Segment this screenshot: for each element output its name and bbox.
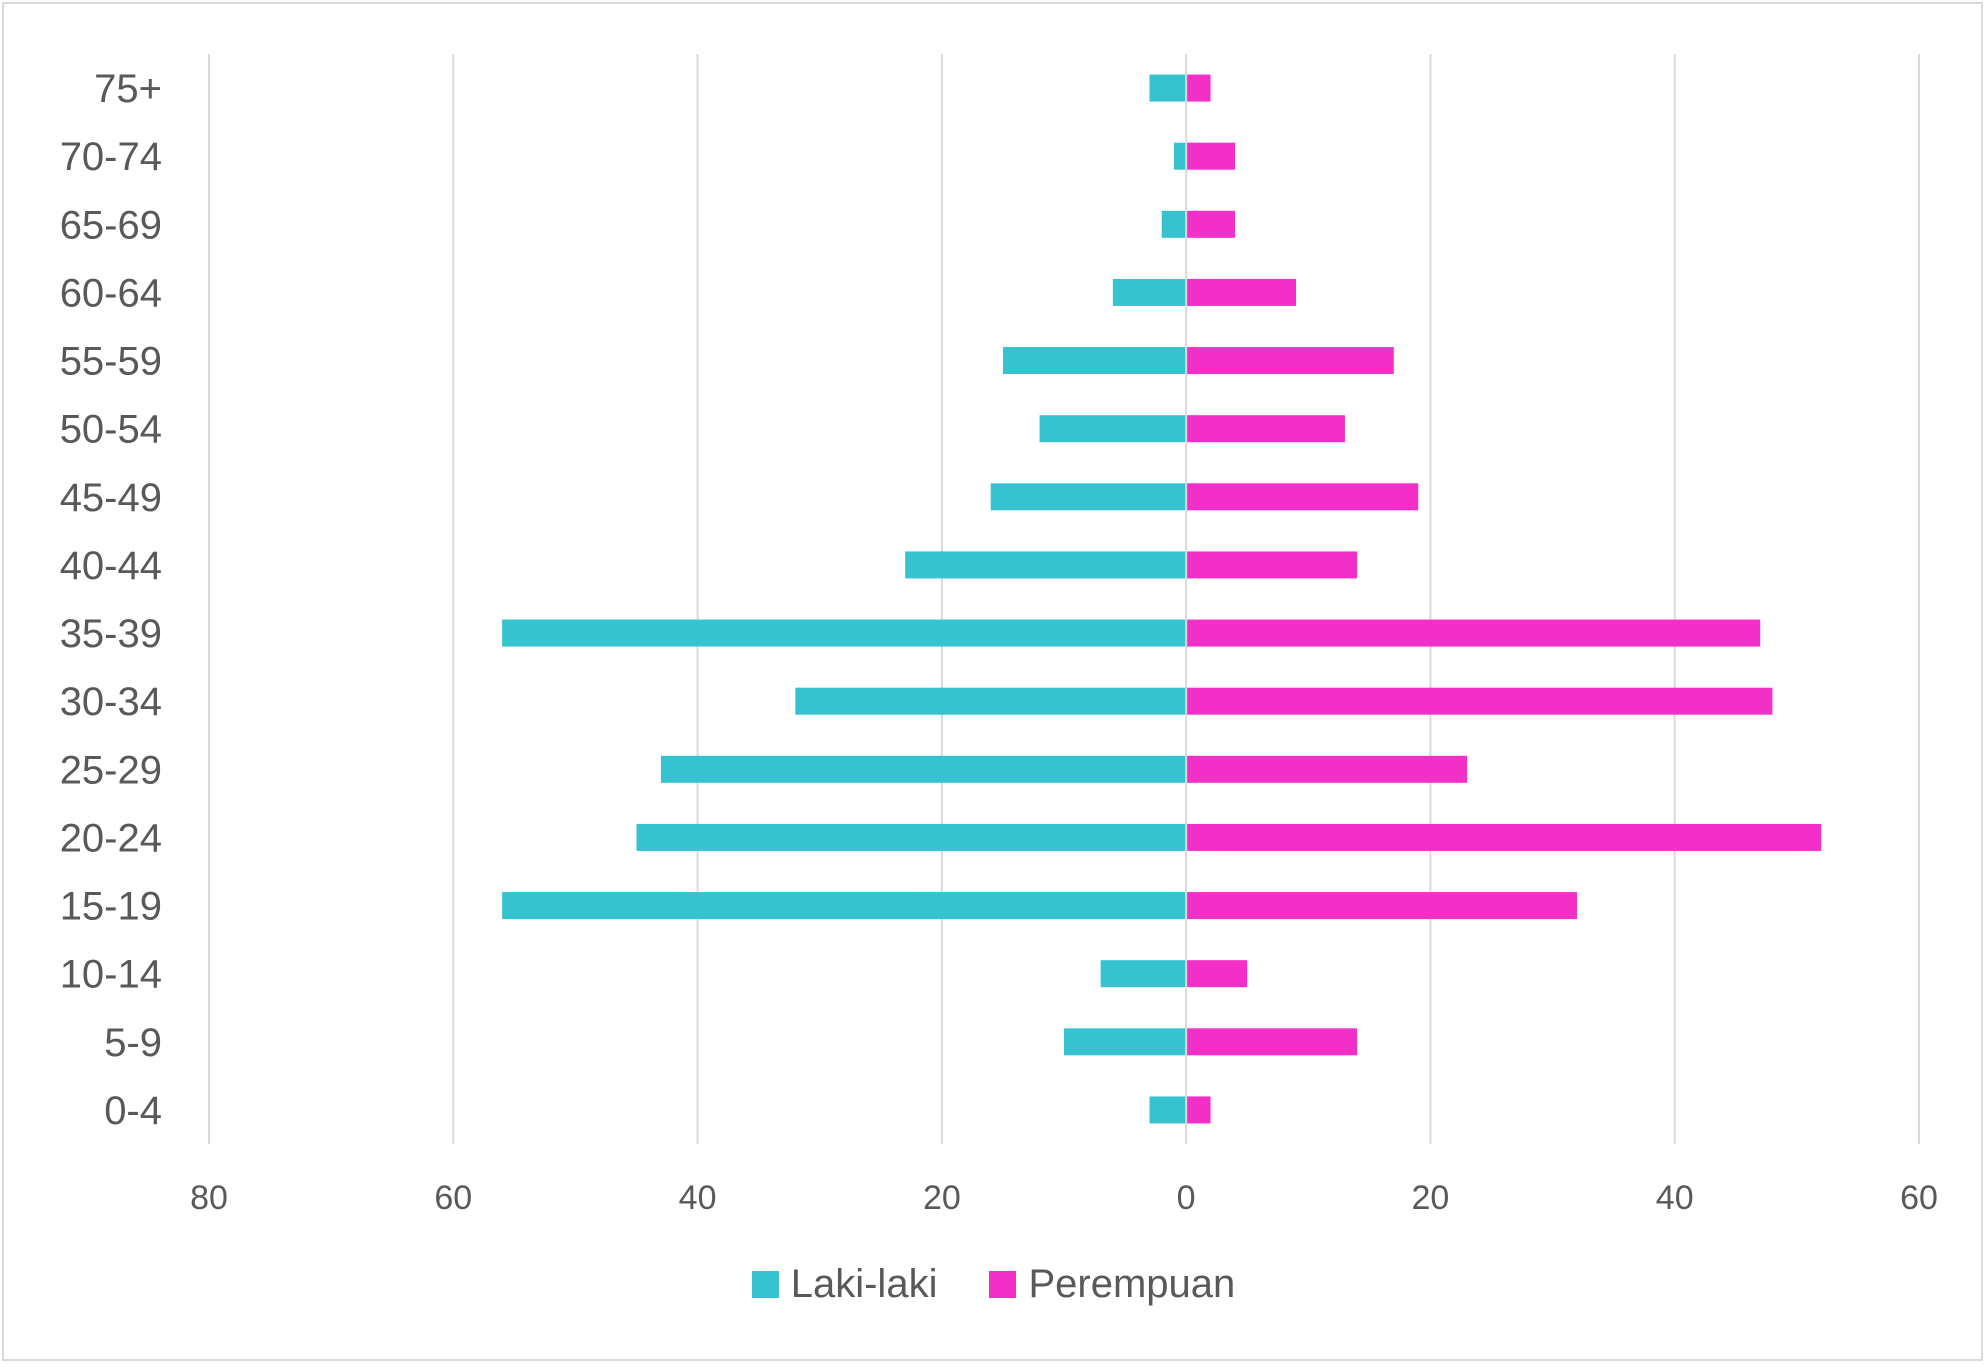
y-tick-label: 30-34 [60, 680, 162, 724]
y-tick-label: 15-19 [60, 885, 162, 929]
bar-perempuan-75+ [1186, 74, 1211, 102]
bar-perempuan-65-69 [1186, 210, 1235, 238]
y-tick-label: 65-69 [60, 203, 162, 247]
legend-label-perempuan: Perempuan [1028, 1262, 1236, 1306]
y-tick-label: 55-59 [60, 340, 162, 384]
legend: Laki-laki Perempuan [0, 1262, 1987, 1307]
y-tick-label: 25-29 [60, 748, 162, 792]
y-tick-label: 20-24 [60, 816, 162, 860]
bar-laki-laki-15-19 [502, 892, 1187, 920]
bar-perempuan-60-64 [1186, 278, 1297, 306]
bars [502, 74, 1822, 1124]
bar-perempuan-15-19 [1186, 892, 1577, 920]
gridlines [208, 54, 1920, 1144]
legend-item-laki-laki: Laki-laki [751, 1262, 938, 1307]
bar-laki-laki-25-29 [660, 755, 1187, 783]
bar-laki-laki-20-24 [636, 823, 1187, 851]
legend-swatch-perempuan [989, 1271, 1017, 1298]
bar-perempuan-50-54 [1186, 415, 1345, 443]
bar-perempuan-20-24 [1186, 823, 1822, 851]
x-tick-label: 0 [1177, 1179, 1196, 1217]
x-tick-label: 40 [679, 1179, 717, 1217]
bar-perempuan-5-9 [1186, 1028, 1358, 1056]
bar-laki-laki-35-39 [502, 619, 1187, 647]
y-tick-label: 60-64 [60, 271, 162, 315]
y-tick-label: 10-14 [60, 953, 162, 997]
x-tick-label: 80 [190, 1179, 228, 1217]
legend-label-laki-laki: Laki-laki [790, 1262, 938, 1306]
bar-perempuan-0-4 [1186, 1096, 1211, 1124]
legend-item-perempuan: Perempuan [989, 1262, 1235, 1307]
bar-laki-laki-50-54 [1039, 415, 1187, 443]
bar-perempuan-10-14 [1186, 960, 1248, 988]
y-tick-labels: 0-4 5-9 10-14 15-19 20-24 25-29 30-34 35-39 40-4… [60, 67, 162, 1133]
x-tick-label: 20 [1412, 1179, 1450, 1217]
x-tick-label: 40 [1656, 1179, 1694, 1217]
bar-laki-laki-70-74 [1173, 142, 1187, 170]
y-tick-label: 50-54 [60, 408, 162, 452]
bar-perempuan-70-74 [1186, 142, 1235, 170]
legend-swatch-laki-laki [751, 1271, 779, 1298]
bar-laki-laki-10-14 [1100, 960, 1187, 988]
x-tick-label: 60 [1900, 1179, 1938, 1217]
bar-perempuan-35-39 [1186, 619, 1761, 647]
bar-perempuan-40-44 [1186, 551, 1358, 579]
x-tick-labels: 80 60 40 20 0 20 40 60 [190, 1179, 1938, 1217]
bar-perempuan-25-29 [1186, 755, 1468, 783]
bar-laki-laki-65-69 [1161, 210, 1187, 238]
bar-laki-laki-45-49 [990, 483, 1187, 511]
bar-perempuan-55-59 [1186, 347, 1394, 375]
bar-perempuan-45-49 [1186, 483, 1419, 511]
bar-laki-laki-30-34 [795, 687, 1187, 715]
y-tick-label: 5-9 [104, 1021, 162, 1065]
bar-laki-laki-5-9 [1064, 1028, 1187, 1056]
y-tick-label: 40-44 [60, 544, 162, 588]
x-tick-label: 20 [923, 1179, 961, 1217]
bar-perempuan-30-34 [1186, 687, 1773, 715]
y-tick-label: 0-4 [104, 1089, 162, 1133]
population-pyramid-chart: 0-4 5-9 10-14 15-19 20-24 25-29 30-34 35-39 40-4… [60, 54, 1938, 1217]
bar-laki-laki-0-4 [1149, 1096, 1187, 1124]
y-tick-label: 45-49 [60, 476, 162, 520]
bar-laki-laki-55-59 [1002, 347, 1187, 375]
bar-laki-laki-75+ [1149, 74, 1187, 102]
x-tick-label: 60 [434, 1179, 472, 1217]
bar-laki-laki-60-64 [1112, 278, 1187, 306]
y-tick-label: 35-39 [60, 612, 162, 656]
y-tick-label: 70-74 [60, 135, 162, 179]
bar-laki-laki-40-44 [905, 551, 1187, 579]
y-tick-label: 75+ [94, 67, 162, 111]
